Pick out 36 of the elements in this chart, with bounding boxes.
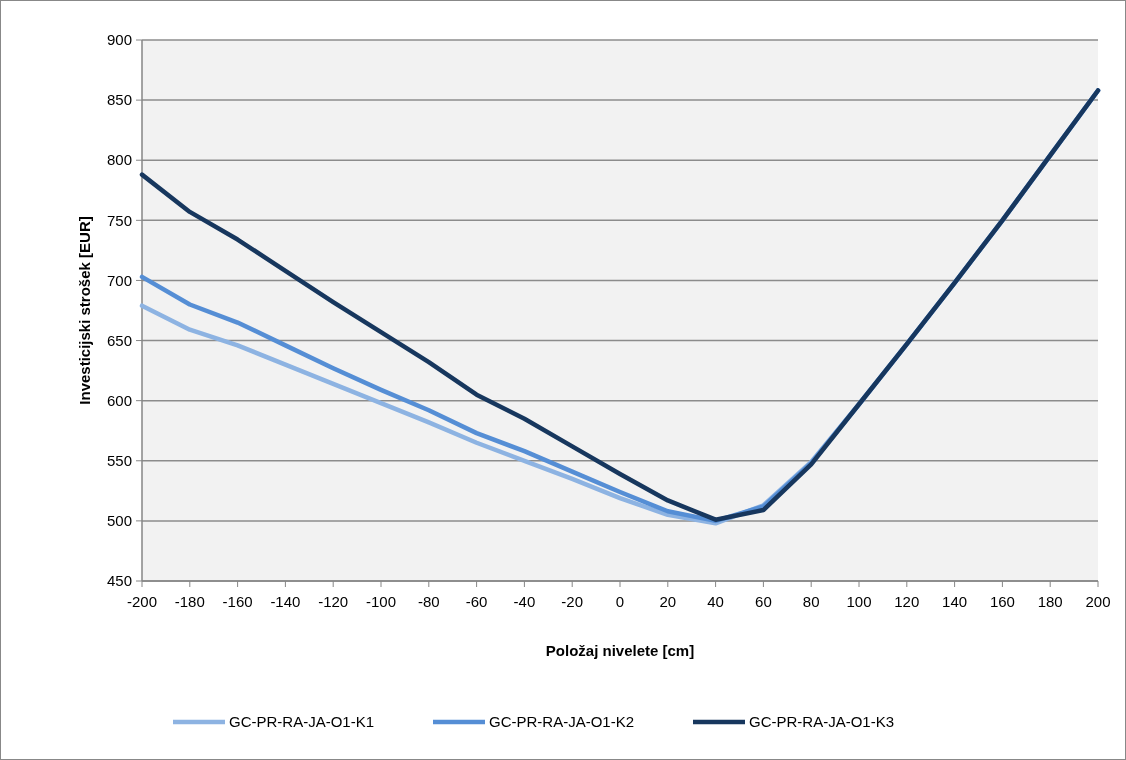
x-tick-label: 0 [615, 593, 625, 610]
y-tick-label: 800 [106, 151, 132, 169]
y-tick-label: 700 [106, 271, 132, 289]
x-tick-label: 20 [659, 593, 677, 610]
y-tick-label: 750 [106, 211, 132, 229]
x-tick-label: -20 [561, 593, 584, 610]
x-tick-label: 140 [942, 593, 968, 610]
y-tick-label: 600 [106, 391, 132, 409]
x-tick-label: -140 [270, 593, 301, 610]
x-tick-label: 160 [989, 593, 1015, 610]
x-tick-label: -160 [222, 593, 253, 610]
y-tick-label: 650 [106, 331, 132, 349]
x-tick-label: 60 [755, 593, 772, 610]
x-tick-label: 40 [707, 593, 724, 610]
x-tick-label: -100 [365, 593, 397, 610]
x-tick-label: 200 [1085, 593, 1111, 610]
x-tick-label: -40 [513, 593, 536, 610]
legend-label: GC-PR-RA-JA-O1-K1 [229, 713, 375, 731]
y-tick-label: 450 [106, 572, 132, 590]
legend-label: GC-PR-RA-JA-O1-K2 [489, 713, 635, 731]
y-tick-label: 850 [106, 91, 132, 109]
y-tick-label: 900 [106, 31, 132, 49]
x-tick-label: -60 [465, 593, 488, 610]
x-tick-label: 100 [846, 593, 872, 610]
y-tick-label: 500 [106, 512, 132, 530]
x-tick-label: 80 [802, 593, 820, 610]
x-tick-label: -120 [318, 593, 349, 610]
x-axis-title: Položaj nivelete [cm] [545, 642, 695, 659]
x-tick-label: 120 [894, 593, 920, 610]
legend-label: GC-PR-RA-JA-O1-K3 [749, 713, 895, 731]
x-tick-label: -180 [174, 593, 205, 610]
y-tick-label: 550 [106, 452, 132, 470]
y-axis-title: Investicijski strošek [EUR] [76, 216, 93, 405]
x-tick-label: -200 [126, 593, 158, 610]
x-tick-label: 180 [1037, 593, 1063, 610]
x-tick-label: -80 [417, 593, 440, 610]
